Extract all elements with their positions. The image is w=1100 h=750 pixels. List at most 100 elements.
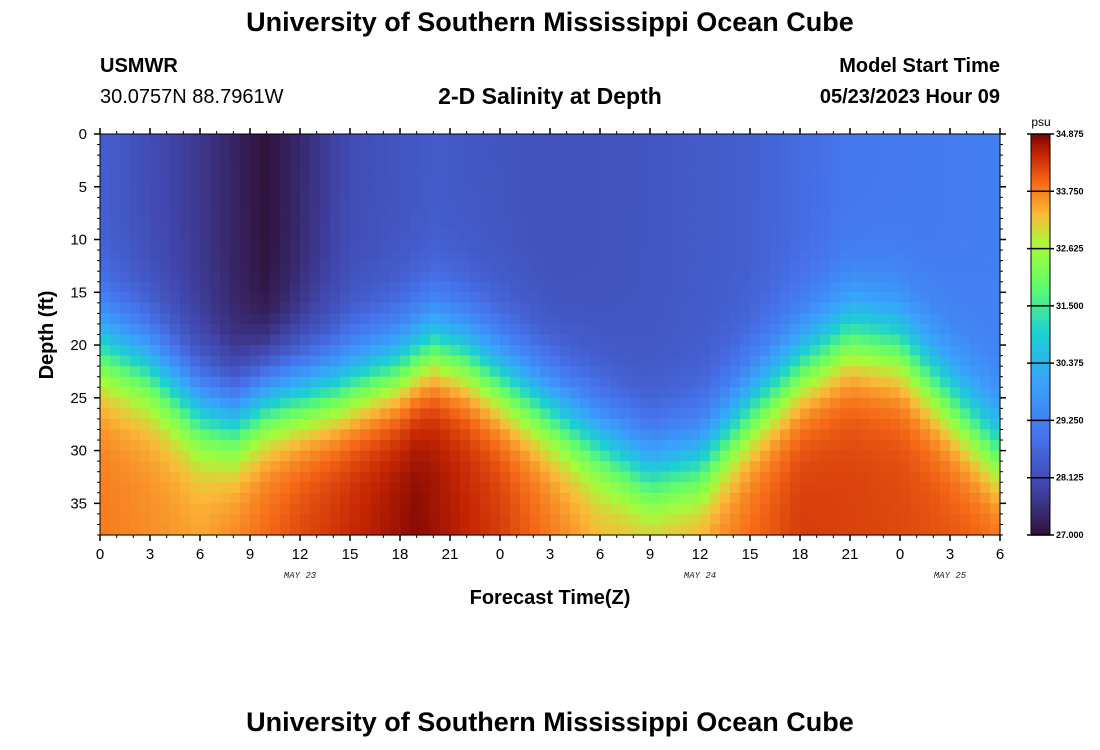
heatmap-cell — [820, 366, 831, 378]
colorbar-segment — [1031, 364, 1050, 368]
heatmap-cell — [480, 218, 491, 230]
colorbar-segment — [1031, 224, 1050, 228]
heatmap-cell — [260, 440, 271, 452]
heatmap-cell — [830, 144, 841, 156]
heatmap-cell — [990, 281, 1001, 293]
heatmap-cell — [320, 503, 331, 515]
y-tick-label: 20 — [70, 337, 87, 354]
heatmap-cell — [870, 387, 881, 399]
heatmap-cell — [310, 482, 321, 494]
heatmap-cell — [340, 228, 351, 241]
heatmap-cell — [320, 418, 331, 431]
heatmap-cell — [680, 218, 691, 230]
heatmap-cell — [840, 397, 851, 409]
heatmap-cell — [450, 503, 461, 515]
heatmap-cell — [420, 429, 431, 441]
heatmap-cell — [870, 302, 881, 314]
heatmap-cell — [680, 165, 691, 177]
heatmap-cell — [380, 228, 391, 241]
heatmap-cell — [170, 323, 181, 336]
heatmap-cell — [940, 387, 951, 399]
colorbar-segment — [1031, 186, 1050, 190]
heatmap-cell — [680, 366, 691, 378]
heatmap-cell — [650, 323, 661, 336]
heatmap-cell — [170, 281, 181, 293]
heatmap-cell — [930, 482, 941, 494]
heatmap-cell — [240, 397, 251, 409]
colorbar-segment — [1031, 256, 1050, 260]
heatmap-cell — [260, 186, 271, 198]
heatmap-cell — [160, 376, 171, 388]
heatmap-cell — [810, 334, 821, 346]
heatmap-cell — [660, 503, 671, 515]
heatmap-cell — [830, 323, 841, 336]
heatmap-cell — [630, 239, 641, 251]
heatmap-cell — [180, 418, 191, 431]
heatmap-cell — [340, 387, 351, 399]
heatmap-cell — [560, 271, 571, 283]
heatmap-cell — [700, 144, 711, 156]
heatmap-cell — [720, 376, 731, 388]
heatmap-cell — [130, 207, 141, 220]
heatmap-cell — [220, 271, 231, 283]
heatmap-cell — [950, 334, 961, 346]
heatmap-cell — [350, 450, 361, 462]
x-tick-label: 12 — [292, 546, 309, 563]
colorbar-segment — [1031, 437, 1050, 441]
heatmap-cell — [230, 376, 241, 388]
heatmap-cell — [840, 355, 851, 367]
heatmap-cell — [830, 155, 841, 167]
heatmap-cell — [870, 292, 881, 304]
heatmap-cell — [900, 387, 911, 399]
heatmap-cell — [150, 482, 161, 494]
heatmap-cell — [950, 228, 961, 241]
colorbar-segment — [1031, 514, 1050, 519]
heatmap-cell — [710, 461, 721, 473]
heatmap-cell — [350, 134, 361, 146]
heatmap-cell — [550, 355, 561, 367]
heatmap-cell — [160, 186, 171, 198]
heatmap-cell — [110, 281, 121, 293]
heatmap-cell — [460, 440, 471, 452]
heatmap-cell — [640, 461, 651, 473]
heatmap-cell — [920, 228, 931, 241]
heatmap-cell — [120, 482, 131, 494]
heatmap-cell — [670, 440, 681, 452]
heatmap-cell — [790, 503, 801, 515]
heatmap-cell — [610, 503, 621, 515]
heatmap-cell — [650, 302, 661, 314]
heatmap-cell — [790, 418, 801, 431]
heatmap-cell — [480, 176, 491, 188]
heatmap-cell — [790, 513, 801, 526]
heatmap-cell — [940, 155, 951, 167]
heatmap-cell — [190, 271, 201, 283]
heatmap-cell — [930, 144, 941, 156]
heatmap-cell — [240, 429, 251, 441]
heatmap-cell — [550, 186, 561, 198]
heatmap-cell — [190, 482, 201, 494]
heatmap-cell — [950, 450, 961, 462]
heatmap-cell — [630, 228, 641, 241]
heatmap-cell — [520, 207, 531, 220]
heatmap-cell — [820, 186, 831, 198]
heatmap-cell — [570, 450, 581, 462]
heatmap-cell — [570, 207, 581, 220]
heatmap-cell — [990, 366, 1001, 378]
heatmap-cell — [530, 387, 541, 399]
heatmap-cell — [310, 323, 321, 336]
heatmap-cell — [290, 271, 301, 283]
heatmap-cell — [280, 482, 291, 494]
heatmap-cell — [760, 176, 771, 188]
colorbar-segment — [1031, 309, 1050, 313]
heatmap-cell — [720, 218, 731, 230]
colorbar-segment — [1031, 452, 1050, 456]
heatmap-cell — [490, 418, 501, 431]
heatmap-cell — [630, 524, 641, 536]
heatmap-cell — [460, 461, 471, 473]
heatmap-cell — [810, 366, 821, 378]
heatmap-cell — [960, 155, 971, 167]
heatmap-cell — [300, 355, 311, 367]
heatmap-cell — [780, 313, 791, 325]
heatmap-cell — [240, 302, 251, 314]
colorbar-segment — [1031, 316, 1050, 321]
